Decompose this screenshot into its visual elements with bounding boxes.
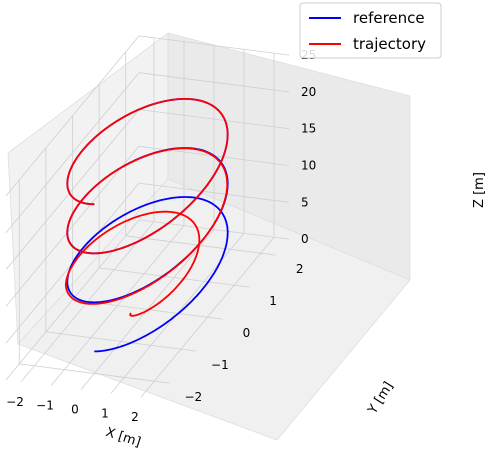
- y-tick-label: −1: [211, 358, 229, 372]
- z-tick-label: 10: [301, 159, 316, 173]
- grid-line-floor-y: [45, 331, 196, 352]
- z-tick-label: 5: [301, 195, 309, 209]
- grid-line-left-z: [5, 219, 140, 381]
- x-axis-label: X [m]: [104, 425, 143, 450]
- series-line-trajectory: [64, 98, 229, 317]
- y-tick-label: 1: [269, 294, 277, 308]
- y-tick-label: 0: [243, 326, 251, 340]
- z-tick-label: 20: [301, 85, 316, 99]
- x-tick-label: 2: [131, 410, 139, 424]
- legend: reference trajectory: [299, 2, 442, 59]
- legend-label-reference: reference: [353, 9, 425, 27]
- grid-line-left-z: [5, 146, 140, 307]
- z-tick-label: 15: [301, 122, 316, 136]
- x-tick-label: −1: [36, 399, 54, 413]
- grid-line-left-z: [5, 109, 140, 270]
- grid-line-back-z: [138, 109, 290, 130]
- series-group: [64, 98, 229, 353]
- y-tick-label: −2: [184, 390, 202, 404]
- grid-line-floor-y: [19, 363, 170, 384]
- grid-line-back-z: [138, 219, 290, 240]
- grid-line-floor-y: [99, 267, 250, 288]
- grid-line-back-z: [138, 72, 290, 93]
- grid-line-left-z: [5, 35, 140, 197]
- grid-line-left-z: [5, 72, 140, 233]
- x-tick-label: −2: [6, 395, 24, 409]
- legend-label-trajectory: trajectory: [353, 35, 426, 53]
- y-tick-label: 2: [296, 262, 304, 276]
- x-tick-label: 1: [101, 406, 109, 420]
- grid-line-floor-y: [125, 235, 276, 256]
- grid-line-back-z: [138, 182, 290, 203]
- x-tick-label: 0: [71, 403, 79, 417]
- y-axis-label: Y [m]: [365, 379, 397, 417]
- grid-line-back-z: [138, 35, 290, 56]
- z-axis-label: Z [m]: [472, 172, 487, 208]
- z-tick-label: 0: [301, 232, 309, 246]
